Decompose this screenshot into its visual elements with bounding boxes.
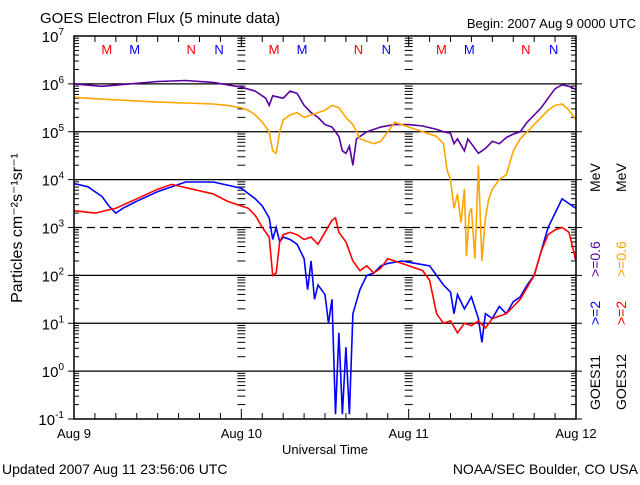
- y-tick-base: 10: [42, 173, 59, 190]
- marker-label: N: [214, 42, 223, 57]
- legend-entry-goes11-2mev: >=2: [587, 301, 603, 325]
- y-tick-label: 107: [42, 27, 65, 46]
- source-credit: NOAA/SEC Boulder, CO USA: [453, 461, 639, 477]
- marker-label: N: [382, 42, 391, 57]
- y-tick-label: 101: [42, 314, 65, 333]
- marker-label: N: [354, 42, 363, 57]
- marker-label: M: [129, 42, 140, 57]
- begin-label: Begin: 2007 Aug 9 0000 UTC: [467, 16, 636, 31]
- y-axis-label: Particles cm⁻²s⁻¹sr⁻¹: [9, 153, 26, 303]
- x-tick-labels: Aug 9 Aug 10 Aug 11 Aug 12: [57, 426, 597, 441]
- y-tick-base: 10: [42, 29, 59, 46]
- marker-label: M: [101, 42, 112, 57]
- y-tick-base: 10: [38, 412, 55, 429]
- legend-satellite-goes11: GOES11: [587, 355, 603, 410]
- legend: GOES11 >=2 >=0.6 MeV GOES12 >=2 >=0.6 Me…: [587, 163, 629, 410]
- x-tick-label: Aug 9: [57, 426, 91, 441]
- legend-entry-goes12-06mev: >=0.6: [613, 241, 629, 277]
- marker-label: N: [186, 42, 195, 57]
- y-tick-label: 100: [42, 362, 65, 381]
- y-tick-label: 105: [42, 123, 65, 142]
- marker-label: N: [521, 42, 530, 57]
- axis-ticks: [68, 36, 582, 420]
- y-tick-exponent: 0: [58, 362, 64, 373]
- x-tick-label: Aug 12: [555, 426, 596, 441]
- series-group: [73, 79, 577, 415]
- updated-timestamp: Updated 2007 Aug 11 23:56:06 UTC: [2, 461, 227, 477]
- plot-frame: [73, 35, 577, 420]
- y-tick-base: 10: [42, 364, 59, 381]
- y-tick-label: 103: [42, 219, 65, 238]
- chart-title: GOES Electron Flux (5 minute data): [40, 10, 280, 27]
- y-tick-base: 10: [42, 221, 59, 238]
- y-tick-exponent: 6: [58, 75, 64, 86]
- legend-satellite-goes12: GOES12: [613, 354, 629, 410]
- series-line: [73, 79, 577, 166]
- y-tick-exponent: 5: [58, 123, 64, 134]
- legend-entry-goes11-06mev: >=0.6: [587, 241, 603, 277]
- y-tick-base: 10: [42, 316, 59, 333]
- y-tick-exponent: -1: [55, 410, 64, 421]
- y-tick-exponent: 1: [58, 314, 64, 325]
- marker-label: M: [464, 42, 475, 57]
- y-tick-label: 106: [42, 75, 65, 94]
- series-line: [73, 96, 577, 262]
- y-tick-base: 10: [42, 77, 59, 94]
- grid: [74, 83, 576, 372]
- marker-label: M: [269, 42, 280, 57]
- legend-unit: MeV: [613, 163, 629, 192]
- marker-label: M: [436, 42, 447, 57]
- series-line: [73, 181, 577, 415]
- marker-label: N: [549, 42, 558, 57]
- y-tick-label: 104: [42, 171, 65, 190]
- y-tick-exponent: 4: [58, 171, 64, 182]
- x-tick-label: Aug 10: [221, 426, 262, 441]
- y-tick-exponent: 7: [58, 27, 64, 38]
- y-tick-exponent: 2: [58, 266, 64, 277]
- x-axis-label: Universal Time: [282, 442, 368, 457]
- y-tick-base: 10: [42, 125, 59, 142]
- legend-unit: MeV: [587, 163, 603, 192]
- marker-label: M: [297, 42, 308, 57]
- series-line: [73, 183, 577, 335]
- y-tick-label: 10-1: [38, 410, 64, 429]
- y-tick-base: 10: [42, 268, 59, 285]
- y-tick-label: 102: [42, 266, 65, 285]
- y-tick-exponent: 3: [58, 219, 64, 230]
- legend-entry-goes12-2mev: >=2: [613, 301, 629, 325]
- x-tick-label: Aug 11: [389, 426, 429, 441]
